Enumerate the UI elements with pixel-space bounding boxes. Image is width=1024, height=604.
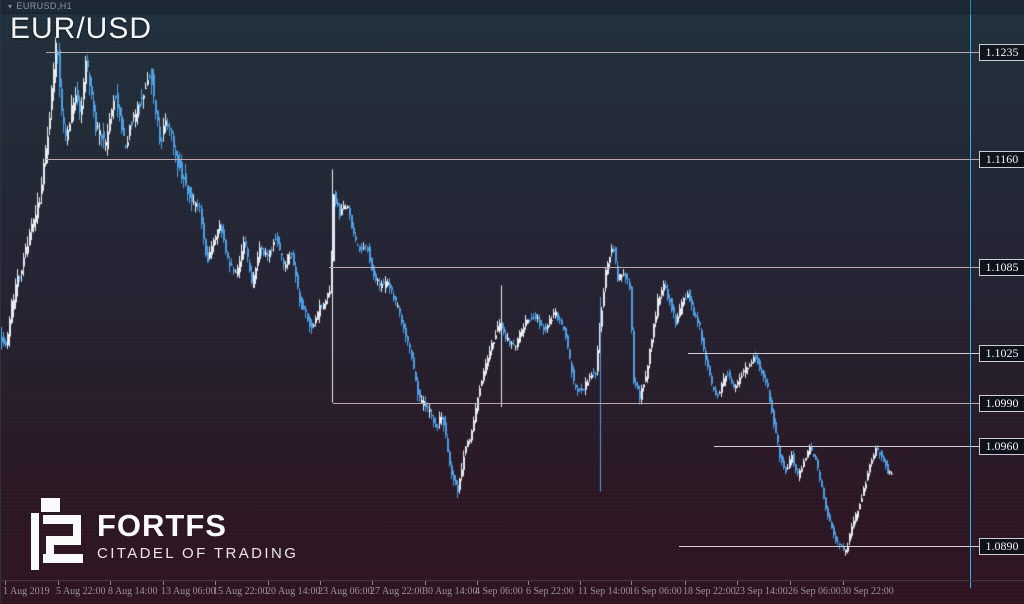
x-tick-label: 18 Sep 22:00 (683, 586, 736, 597)
fortfs-logo-icon (31, 498, 83, 570)
x-tick-label: 30 Aug 14:00 (423, 586, 478, 597)
chart-symbol-strip[interactable]: ▾ EURUSD,H1 (1, 0, 1024, 14)
x-tick-label: 20 Aug 14:00 (266, 586, 321, 597)
broker-watermark: FORTFS CITADEL OF TRADING (31, 498, 298, 570)
price-scale-label: 1.0890 (979, 538, 1024, 555)
x-axis-line (1, 580, 1024, 581)
price-scale-label: 1.1085 (979, 259, 1024, 276)
price-scale-label: 1.0990 (979, 395, 1024, 412)
x-tick-label: 8 Aug 14:00 (108, 586, 158, 597)
x-tick-mark (790, 581, 791, 585)
level-line[interactable] (714, 446, 979, 447)
price-scale-label: 1.1235 (979, 44, 1024, 61)
x-tick-label: 26 Sep 06:00 (788, 586, 841, 597)
chart-symbol-label: EURUSD,H1 (16, 1, 73, 11)
x-tick-mark (372, 581, 373, 585)
x-tick-mark (477, 581, 478, 585)
x-tick-label: 15 Aug 22:00 (213, 586, 268, 597)
x-tick-mark (320, 581, 321, 585)
page-title: EUR/USD (10, 12, 153, 45)
level-line[interactable] (46, 52, 979, 53)
x-tick-mark (215, 581, 216, 585)
x-tick-mark (58, 581, 59, 585)
vertical-cursor-line[interactable] (970, 0, 971, 588)
x-tick-label: 4 Sep 06:00 (475, 586, 523, 597)
x-tick-label: 23 Sep 14:00 (735, 586, 788, 597)
x-tick-mark (631, 581, 632, 585)
x-tick-mark (843, 581, 844, 585)
x-tick-mark (528, 581, 529, 585)
x-tick-label: 13 Aug 06:00 (161, 586, 216, 597)
x-tick-label: 11 Sep 14:00 (578, 586, 631, 597)
level-line[interactable] (46, 159, 979, 160)
price-scale-label: 1.1160 (979, 151, 1024, 168)
price-scale-label: 1.0960 (979, 438, 1024, 455)
x-tick-mark (737, 581, 738, 585)
x-tick-mark (163, 581, 164, 585)
x-tick-label: 5 Aug 22:00 (56, 586, 106, 597)
x-tick-label: 23 Aug 06:00 (318, 586, 373, 597)
level-line[interactable] (329, 267, 979, 268)
x-tick-mark (110, 581, 111, 585)
x-tick-mark (5, 581, 6, 585)
x-tick-label: 6 Sep 22:00 (526, 586, 574, 597)
x-tick-mark (685, 581, 686, 585)
brand-tagline: CITADEL OF TRADING (97, 545, 299, 562)
level-line[interactable] (333, 403, 979, 404)
x-tick-label: 30 Sep 22:00 (841, 586, 894, 597)
price-scale-label: 1.1025 (979, 345, 1024, 362)
x-tick-label: 27 Aug 22:00 (370, 586, 425, 597)
level-line[interactable] (679, 546, 979, 547)
chevron-down-icon[interactable]: ▾ (8, 2, 13, 11)
x-tick-mark (580, 581, 581, 585)
level-line[interactable] (688, 353, 979, 354)
x-tick-mark (268, 581, 269, 585)
x-tick-label: 16 Sep 06:00 (629, 586, 682, 597)
brand-name: FORTFS (97, 508, 227, 543)
x-tick-mark (425, 581, 426, 585)
x-tick-label: 1 Aug 2019 (3, 586, 50, 597)
